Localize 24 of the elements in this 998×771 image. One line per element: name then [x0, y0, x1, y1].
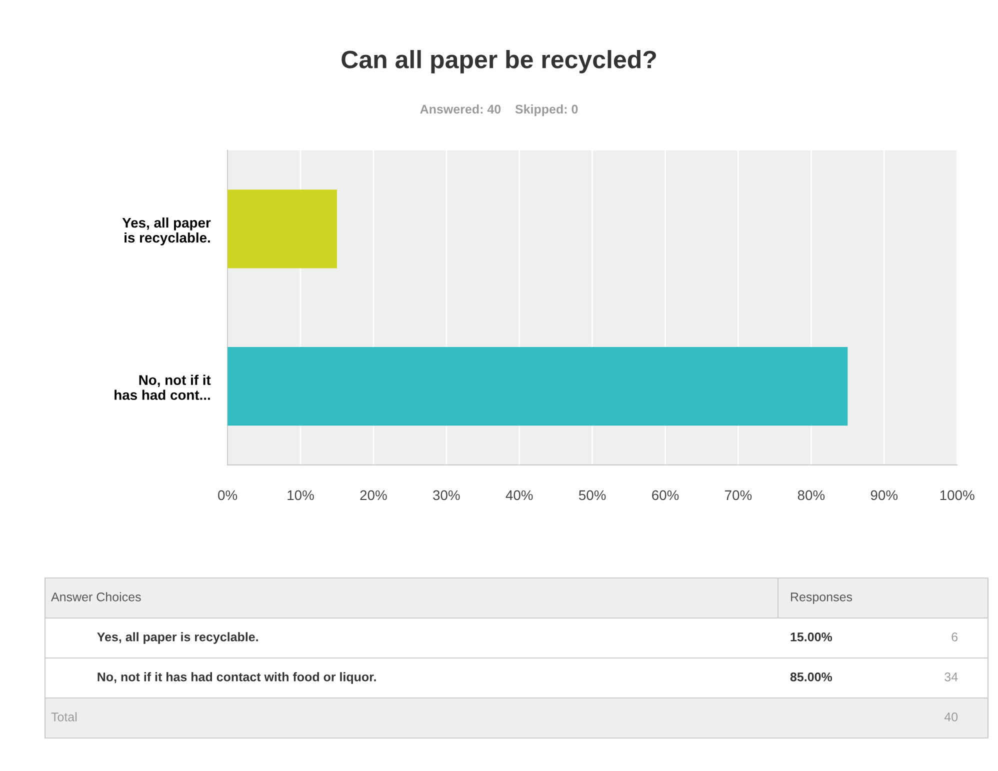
- text: 6: [952, 632, 958, 642]
- x-tick-label: 40%: [506, 490, 533, 500]
- x-tick-label: 50%: [578, 490, 606, 500]
- text: Total: [51, 712, 77, 722]
- text: Responses: [791, 592, 852, 604]
- x-tick-label: 100%: [940, 490, 974, 500]
- text: 15.00%: [790, 632, 832, 642]
- x-tick-label: 20%: [360, 490, 387, 500]
- x-tick-label: 70%: [725, 490, 752, 500]
- chart-subtitle: Answered: 40 Skipped: 0: [420, 104, 578, 116]
- x-tick-label: 90%: [870, 490, 898, 500]
- text: 34: [944, 672, 958, 682]
- y-tick-label: No, not if it has had cont...: [114, 374, 211, 400]
- x-tick-label: 30%: [433, 490, 460, 500]
- x-tick-label: 0%: [218, 490, 238, 500]
- x-tick-label: 60%: [652, 490, 679, 500]
- text: 85.00%: [790, 672, 832, 682]
- chart-title: Can all paper be recycled?: [342, 50, 656, 74]
- x-tick-label: 80%: [798, 490, 825, 500]
- text: Answer Choices: [51, 592, 141, 602]
- text: 40: [944, 712, 958, 722]
- x-tick-label: 10%: [288, 490, 314, 500]
- text: Yes, all paper is recyclable.: [97, 632, 258, 644]
- text: No, not if it has had contact with food or liquor.: [98, 672, 376, 684]
